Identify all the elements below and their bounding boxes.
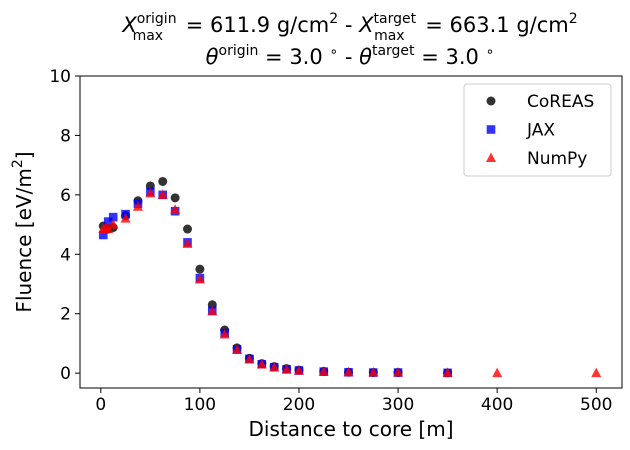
y-tick-label: 8 <box>60 126 71 146</box>
legend-marker-jax <box>486 125 496 134</box>
series-coreas <box>98 176 453 378</box>
data-point-jax <box>98 230 108 240</box>
data-point-numpy <box>293 365 304 375</box>
legend: CoREAS JAX NumPy <box>463 83 612 177</box>
series-jax <box>98 187 452 378</box>
data-point-numpy <box>244 353 255 364</box>
data-point-numpy <box>269 361 280 372</box>
series-numpy <box>98 187 602 378</box>
chart-title-line1: Xorigin max = 611.9 g/cm2 - Xtarget max = … <box>121 11 577 44</box>
x-tick-label: 0 <box>95 395 106 415</box>
data-point-coreas <box>195 264 205 274</box>
data-point-numpy <box>368 367 379 377</box>
x-axis-label: Distance to core [m] <box>248 417 453 441</box>
data-point-numpy <box>157 189 168 199</box>
data-point-numpy <box>232 344 243 354</box>
data-point-jax <box>103 217 113 226</box>
data-point-jax <box>108 212 118 222</box>
data-point-numpy <box>318 366 329 376</box>
x-tick-label: 300 <box>382 395 414 415</box>
x-tick-label: 100 <box>184 395 216 415</box>
data-point-coreas <box>158 176 168 186</box>
data-point-numpy <box>393 367 404 377</box>
x-tick-label: 200 <box>283 395 315 415</box>
data-point-coreas <box>183 224 193 234</box>
data-point-numpy <box>103 223 114 234</box>
x-tick-label: 400 <box>481 395 513 415</box>
data-point-coreas <box>170 193 180 203</box>
data-point-numpy <box>120 213 131 223</box>
data-point-numpy <box>281 364 292 374</box>
plot-frame <box>79 75 623 389</box>
y-tick-label: 6 <box>60 186 71 206</box>
data-point-numpy <box>108 219 119 229</box>
data-point-numpy <box>170 204 181 214</box>
data-point-numpy <box>442 367 453 377</box>
y-tick-label: 10 <box>49 67 71 87</box>
y-tick-label: 2 <box>60 305 71 325</box>
y-tick-label: 0 <box>60 364 71 384</box>
data-point-numpy <box>219 329 230 339</box>
data-point-numpy <box>132 201 143 211</box>
legend-label-numpy: NumPy <box>527 149 587 169</box>
data-point-numpy <box>343 366 354 377</box>
data-point-numpy <box>256 359 267 369</box>
data-point-numpy <box>591 367 602 378</box>
data-point-numpy <box>207 305 218 316</box>
y-axis-label: Fluence [eV/m2] <box>10 151 36 312</box>
legend-marker-numpy <box>486 152 496 162</box>
data-point-numpy <box>145 187 156 198</box>
data-point-numpy <box>492 367 503 378</box>
legend-label-jax: JAX <box>526 121 555 141</box>
x-tick-label: 500 <box>580 395 612 415</box>
chart-title-line2: θorigin = 3.0 ∘ - θtarget = 3.0 ∘ <box>206 43 495 69</box>
y-tick-label: 4 <box>60 245 71 265</box>
data-point-numpy <box>182 238 193 248</box>
legend-label-coreas: CoREAS <box>527 92 594 112</box>
data-point-numpy <box>194 274 205 284</box>
legend-marker-coreas <box>486 96 496 106</box>
